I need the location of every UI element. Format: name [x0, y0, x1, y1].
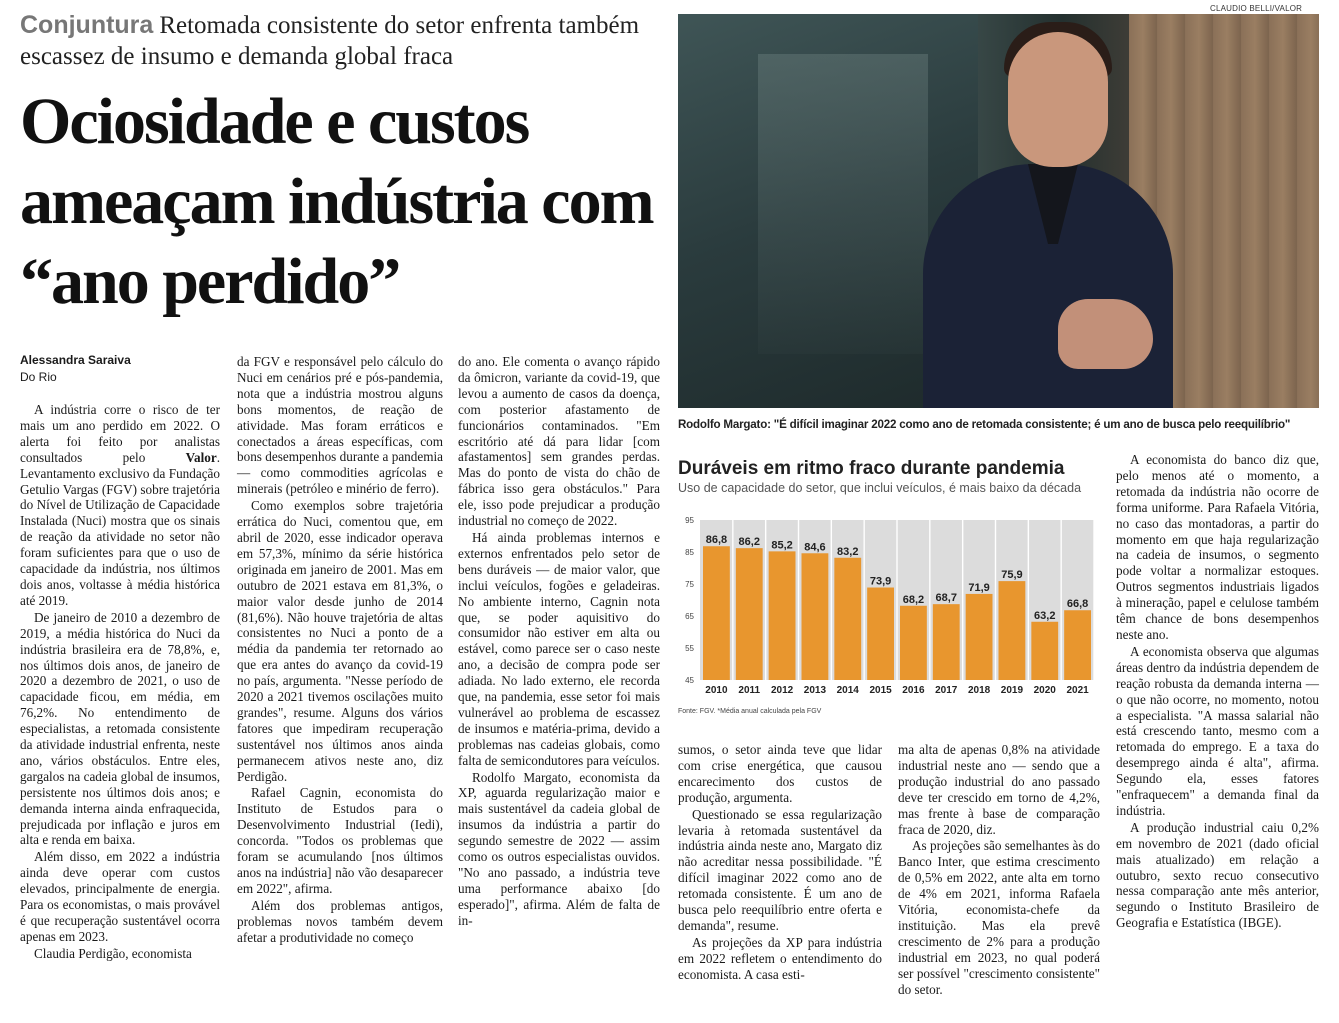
chart-bar — [834, 557, 862, 680]
chart-value-label: 68,7 — [936, 592, 957, 604]
kicker-text: Retomada consistente do setor enfrenta t… — [20, 12, 640, 70]
paragraph: As projeções da XP para indústria em 202… — [678, 934, 882, 982]
chart-y-tick-label: 75 — [685, 580, 694, 589]
chart-bar — [703, 546, 730, 680]
paragraph: da FGV e responsável pelo cálculo do Nuc… — [237, 354, 443, 497]
chart-x-tick-label: 2012 — [771, 685, 794, 696]
chart-value-label: 68,2 — [903, 594, 924, 606]
chart-y-tick-label: 85 — [685, 548, 694, 557]
paragraph: De janeiro de 2010 a dezembro de 2019, a… — [20, 609, 220, 848]
chart-value-label: 84,6 — [804, 541, 825, 553]
chart-plot: 86,8 2010 86,2 2011 85,2 2012 84,6 2013 83,2 2014… — [685, 516, 1095, 696]
chart-x-tick-label: 2016 — [902, 685, 925, 696]
paragraph: Claudia Perdigão, economista — [34, 945, 192, 961]
paragraph: A economista observa que algumas áreas d… — [1116, 643, 1319, 818]
section-tag: Conjuntura — [20, 11, 154, 39]
chart-bar — [1064, 610, 1091, 680]
chart-value-label: 66,8 — [1067, 598, 1088, 610]
paragraph: A economista do banco diz que, pelo meno… — [1116, 452, 1319, 642]
chart-x-tick-label: 2017 — [935, 685, 958, 696]
article-column-2: da FGV e responsável pelo cálculo do Nuc… — [237, 354, 443, 947]
article-column-3: do ano. Ele comenta o avanço rápido da ô… — [458, 354, 660, 930]
chart-bar — [735, 548, 763, 680]
chart-x-tick-label: 2021 — [1066, 685, 1089, 696]
chart-value-label: 75,9 — [1001, 569, 1022, 581]
paragraph-continuation: . Levantamento exclusivo da Fundação Get… — [20, 449, 220, 608]
chart-value-label: 86,2 — [739, 536, 760, 548]
paragraph: Como exemplos sobre trajetória errática … — [237, 498, 443, 784]
article-column-4: sumos, o setor ainda teve que lidar com … — [678, 742, 882, 984]
chart-bar — [900, 605, 927, 680]
kicker: Conjuntura Retomada consistente do setor … — [20, 10, 670, 72]
chart-subtitle: Uso de capacidade do setor, que inclui v… — [678, 481, 1082, 495]
photo-person-hand — [1058, 299, 1153, 369]
paragraph: ma alta de apenas 0,8% na atividade indu… — [898, 742, 1100, 837]
chart-x-tick-label: 2018 — [968, 685, 991, 696]
chart-x-tick-label: 2011 — [738, 685, 760, 696]
chart-x-tick-label: 2013 — [804, 685, 827, 696]
chart-x-tick-label: 2014 — [837, 685, 860, 696]
paragraph: Além disso, em 2022 a indústria ainda de… — [20, 849, 220, 944]
chart-x-tick-label: 2019 — [1001, 685, 1024, 696]
paragraph: Rodolfo Margato, economista da XP, aguar… — [458, 769, 660, 928]
article-column-1: A indústria corre o risco de ter mais um… — [20, 402, 220, 963]
chart-source-note: Fonte: FGV. *Média anual calculada pela … — [678, 708, 822, 715]
paragraph: Rafael Cagnin, economista do Instituto d… — [237, 785, 443, 896]
chart-y-tick-label: 65 — [685, 612, 694, 621]
paragraph: Há ainda problemas internos e externos e… — [458, 529, 660, 768]
chart-x-tick-label: 2020 — [1034, 685, 1057, 696]
chart-y-tick-label: 95 — [685, 516, 694, 525]
photo-caption: Rodolfo Margato: "É difícil imaginar 202… — [678, 418, 1291, 431]
photo-reflection — [758, 54, 928, 354]
chart-x-tick-label: 2015 — [869, 685, 892, 696]
headline: Ociosidade e custos ameaçam indústria co… — [20, 85, 655, 318]
paragraph: A indústria corre o risco de ter mais um… — [20, 402, 220, 608]
paragraph: Questionado se essa regularização levari… — [678, 806, 882, 933]
chart-value-label: 86,8 — [706, 534, 727, 546]
chart-bar — [932, 604, 960, 680]
paragraph: As projeções são semelhantes às do Banco… — [898, 838, 1100, 997]
paragraph: Além dos problemas antigos, problemas no… — [237, 897, 443, 945]
chart-bar — [768, 551, 796, 680]
photo-credit: CLAUDIO BELLI/VALOR — [1210, 4, 1303, 13]
paragraph: do ano. Ele comenta o avanço rápido da ô… — [458, 354, 660, 529]
chart-x-tick-label: 2010 — [705, 685, 728, 696]
chart-value-label: 83,2 — [837, 546, 858, 558]
chart-value-label: 71,9 — [968, 582, 989, 594]
paragraph: sumos, o setor ainda teve que lidar com … — [678, 742, 882, 805]
chart-bar — [998, 581, 1026, 680]
paragraph: A produção industrial caiu 0,2% em novem… — [1116, 819, 1319, 931]
chart: Duráveis em ritmo fraco durante pandemia… — [678, 458, 1098, 722]
article-column-5: ma alta de apenas 0,8% na atividade indu… — [898, 742, 1100, 999]
chart-y-tick-label: 55 — [685, 644, 694, 653]
chart-bar — [1031, 621, 1059, 680]
byline-author: Alessandra Saraiva — [20, 353, 131, 367]
chart-y-tick-label: 45 — [685, 676, 694, 685]
byline: Alessandra Saraiva Do Rio — [20, 352, 131, 386]
chart-value-label: 63,2 — [1034, 610, 1055, 622]
byline-location: Do Rio — [20, 370, 57, 384]
chart-bar — [867, 587, 894, 680]
chart-bar — [801, 553, 829, 680]
article-photo — [678, 14, 1319, 408]
chart-bar — [965, 593, 993, 680]
article-column-6: A economista do banco diz que, pelo meno… — [1116, 452, 1319, 932]
chart-title: Duráveis em ritmo fraco durante pandemia — [678, 458, 1065, 479]
chart-value-label: 73,9 — [870, 576, 891, 588]
bold-text: Valor — [185, 449, 217, 465]
photo-person-head — [1008, 32, 1108, 167]
chart-value-label: 85,2 — [771, 539, 792, 551]
